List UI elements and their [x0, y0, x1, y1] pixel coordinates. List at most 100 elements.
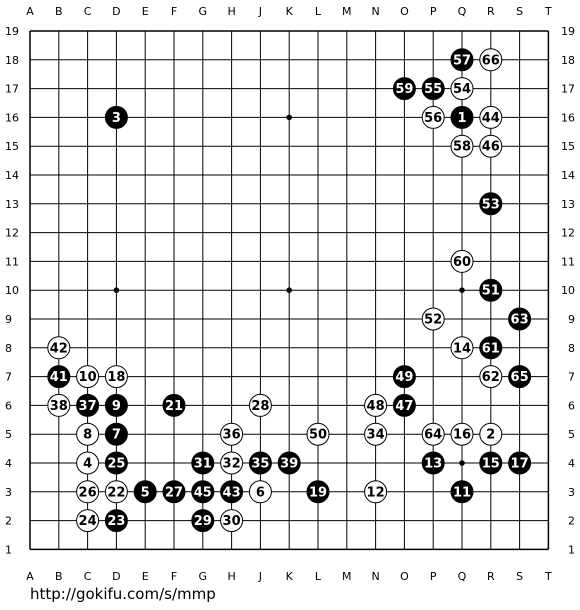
stone-disc	[47, 365, 71, 389]
column-label: P	[430, 570, 437, 583]
stone-disc	[421, 451, 445, 475]
row-label: 15	[5, 140, 19, 153]
move-number: 27	[165, 485, 183, 500]
stone-disc	[508, 365, 532, 389]
stone-disc	[104, 451, 128, 475]
move-number: 47	[395, 399, 413, 414]
move-number: 58	[453, 140, 471, 155]
column-label: R	[487, 570, 495, 583]
stone-disc	[450, 422, 474, 446]
row-label: 2	[5, 515, 12, 528]
move-number: 49	[395, 370, 413, 385]
source-url[interactable]: http://gokifu.com/s/mmp	[30, 585, 216, 603]
row-label: 17	[5, 83, 19, 96]
stone-disc	[277, 451, 301, 475]
black-stone: 51	[479, 278, 503, 302]
black-stone: 61	[479, 336, 503, 360]
white-stone: 64	[421, 422, 445, 446]
stone-disc	[104, 422, 128, 446]
black-stone: 7	[104, 422, 128, 446]
stone-disc	[479, 192, 503, 216]
column-label: B	[55, 570, 63, 583]
row-label: 2	[568, 515, 575, 528]
column-label: S	[516, 570, 523, 583]
row-label: 5	[568, 428, 575, 441]
stone-disc	[104, 393, 128, 417]
stone-disc	[479, 105, 503, 129]
row-label: 1	[568, 543, 575, 556]
row-label: 9	[5, 313, 12, 326]
stone-disc	[220, 422, 244, 446]
row-label: 6	[568, 399, 575, 412]
column-label: T	[544, 5, 552, 18]
move-number: 55	[424, 82, 442, 97]
row-label: 10	[5, 284, 19, 297]
row-labels-left: 19 18 17 16 15 14 13 12 11 10 9 8 7 6 5 4 3 2 1	[5, 25, 19, 556]
move-number: 54	[453, 82, 471, 97]
black-stone: 29	[191, 509, 215, 533]
column-label: L	[315, 570, 322, 583]
move-number: 38	[50, 399, 68, 414]
column-label: R	[487, 5, 495, 18]
white-stone: 56	[421, 105, 445, 129]
move-number: 44	[482, 111, 500, 126]
move-number: 18	[107, 370, 125, 385]
white-stone: 4	[76, 451, 100, 475]
move-number: 5	[141, 485, 150, 500]
stone-disc	[248, 393, 272, 417]
stone-disc	[76, 480, 100, 504]
board-grid	[29, 30, 550, 551]
move-number: 43	[223, 485, 241, 500]
move-number: 17	[511, 457, 529, 472]
column-label: D	[112, 570, 120, 583]
move-number: 19	[309, 485, 327, 500]
stone-disc	[364, 422, 388, 446]
move-number: 4	[83, 457, 92, 472]
black-stone: 41	[47, 365, 71, 389]
move-number: 66	[482, 53, 500, 68]
stone-disc	[220, 509, 244, 533]
column-label: H	[227, 5, 235, 18]
white-stone: 6	[248, 480, 272, 504]
white-stone: 16	[450, 422, 474, 446]
stone-disc	[392, 77, 416, 101]
row-label: 19	[5, 25, 19, 38]
black-stone: 5	[133, 480, 157, 504]
white-stone: 52	[421, 307, 445, 331]
move-number: 29	[194, 514, 212, 529]
star-point	[113, 287, 120, 294]
row-label: 12	[561, 227, 575, 240]
white-stone: 34	[364, 422, 388, 446]
white-stone: 50	[306, 422, 330, 446]
move-number: 13	[424, 457, 442, 472]
black-stone: 17	[508, 451, 532, 475]
white-stone: 60	[450, 249, 474, 273]
column-label: K	[286, 5, 294, 18]
move-number: 34	[367, 428, 385, 443]
column-label: E	[142, 570, 149, 583]
row-label: 8	[568, 342, 575, 355]
column-label: C	[84, 570, 92, 583]
black-stone: 53	[479, 192, 503, 216]
row-label: 13	[5, 198, 19, 211]
stone-disc	[392, 393, 416, 417]
move-number: 52	[424, 313, 442, 328]
white-stone: 18	[104, 365, 128, 389]
column-label: O	[400, 5, 409, 18]
star-point	[286, 114, 293, 121]
stone-disc	[191, 480, 215, 504]
row-label: 4	[568, 457, 575, 470]
move-number: 63	[511, 313, 529, 328]
move-number: 3	[112, 111, 121, 126]
stone-disc	[392, 365, 416, 389]
move-number: 15	[482, 457, 500, 472]
row-label: 5	[5, 428, 12, 441]
stone-disc	[162, 393, 186, 417]
column-label: J	[258, 570, 262, 583]
column-label: M	[342, 5, 352, 18]
column-label: Q	[458, 5, 467, 18]
row-label: 19	[561, 25, 575, 38]
stone-disc	[421, 77, 445, 101]
